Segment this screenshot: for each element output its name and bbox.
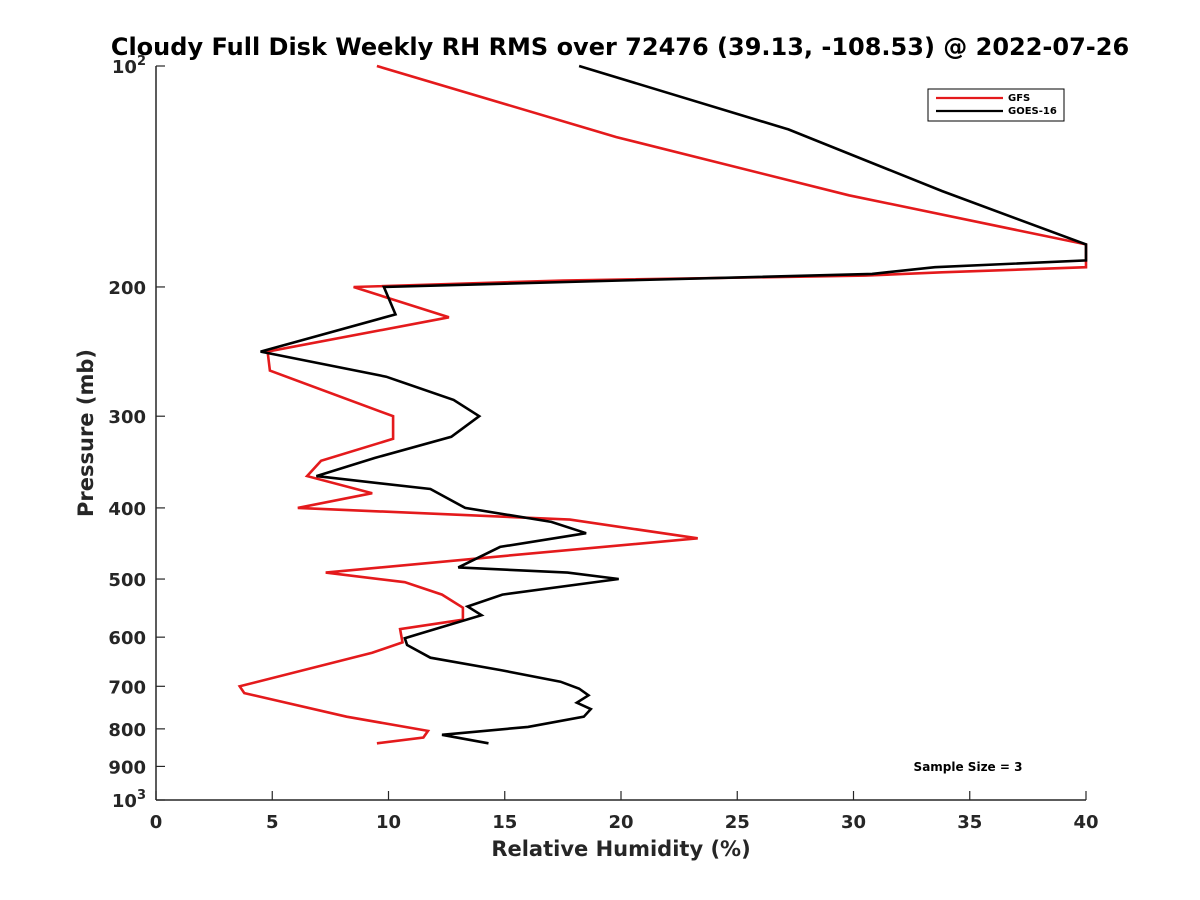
y-tick-label: 102 xyxy=(112,54,146,78)
series-line-goes16 xyxy=(260,64,1088,745)
y-tick-label: 700 xyxy=(108,677,146,698)
x-tick-label: 25 xyxy=(725,812,750,833)
x-tick-label: 15 xyxy=(492,812,517,833)
y-axis-label: Pressure (mb) xyxy=(74,349,98,517)
y-tick-label: 103 xyxy=(112,788,146,812)
legend-box xyxy=(927,88,1065,122)
x-axis-label: Relative Humidity (%) xyxy=(491,837,750,861)
x-tick-label: 5 xyxy=(266,812,279,833)
y-tick-label: 300 xyxy=(108,407,146,428)
series-line-gfs xyxy=(237,64,1088,745)
chart-title: Cloudy Full Disk Weekly RH RMS over 7247… xyxy=(111,33,1129,61)
y-tick-label: 400 xyxy=(108,499,146,520)
y-tick-label: 900 xyxy=(108,757,146,778)
legend: GFS GOES-16 xyxy=(927,88,1065,122)
x-axis-ticks: 0 5 10 15 20 25 30 35 40 xyxy=(150,791,1099,833)
sample-size-annotation: Sample Size = 3 xyxy=(914,760,1023,774)
x-tick-label: 0 xyxy=(150,812,163,833)
legend-label-goes16: GOES-16 xyxy=(1008,106,1057,117)
x-tick-label: 40 xyxy=(1073,812,1098,833)
x-tick-label: 20 xyxy=(608,812,633,833)
x-tick-label: 30 xyxy=(841,812,866,833)
y-tick-label: 800 xyxy=(108,720,146,741)
y-tick-label: 500 xyxy=(108,570,146,591)
legend-label-gfs: GFS xyxy=(1008,93,1030,104)
x-tick-label: 10 xyxy=(376,812,401,833)
y-tick-label: 600 xyxy=(108,628,146,649)
series-layer xyxy=(237,64,1088,745)
x-tick-label: 35 xyxy=(957,812,982,833)
y-axis-ticks: 102 200 300 400 500 600 700 800 900 103 xyxy=(108,54,165,812)
y-tick-label: 200 xyxy=(108,278,146,299)
